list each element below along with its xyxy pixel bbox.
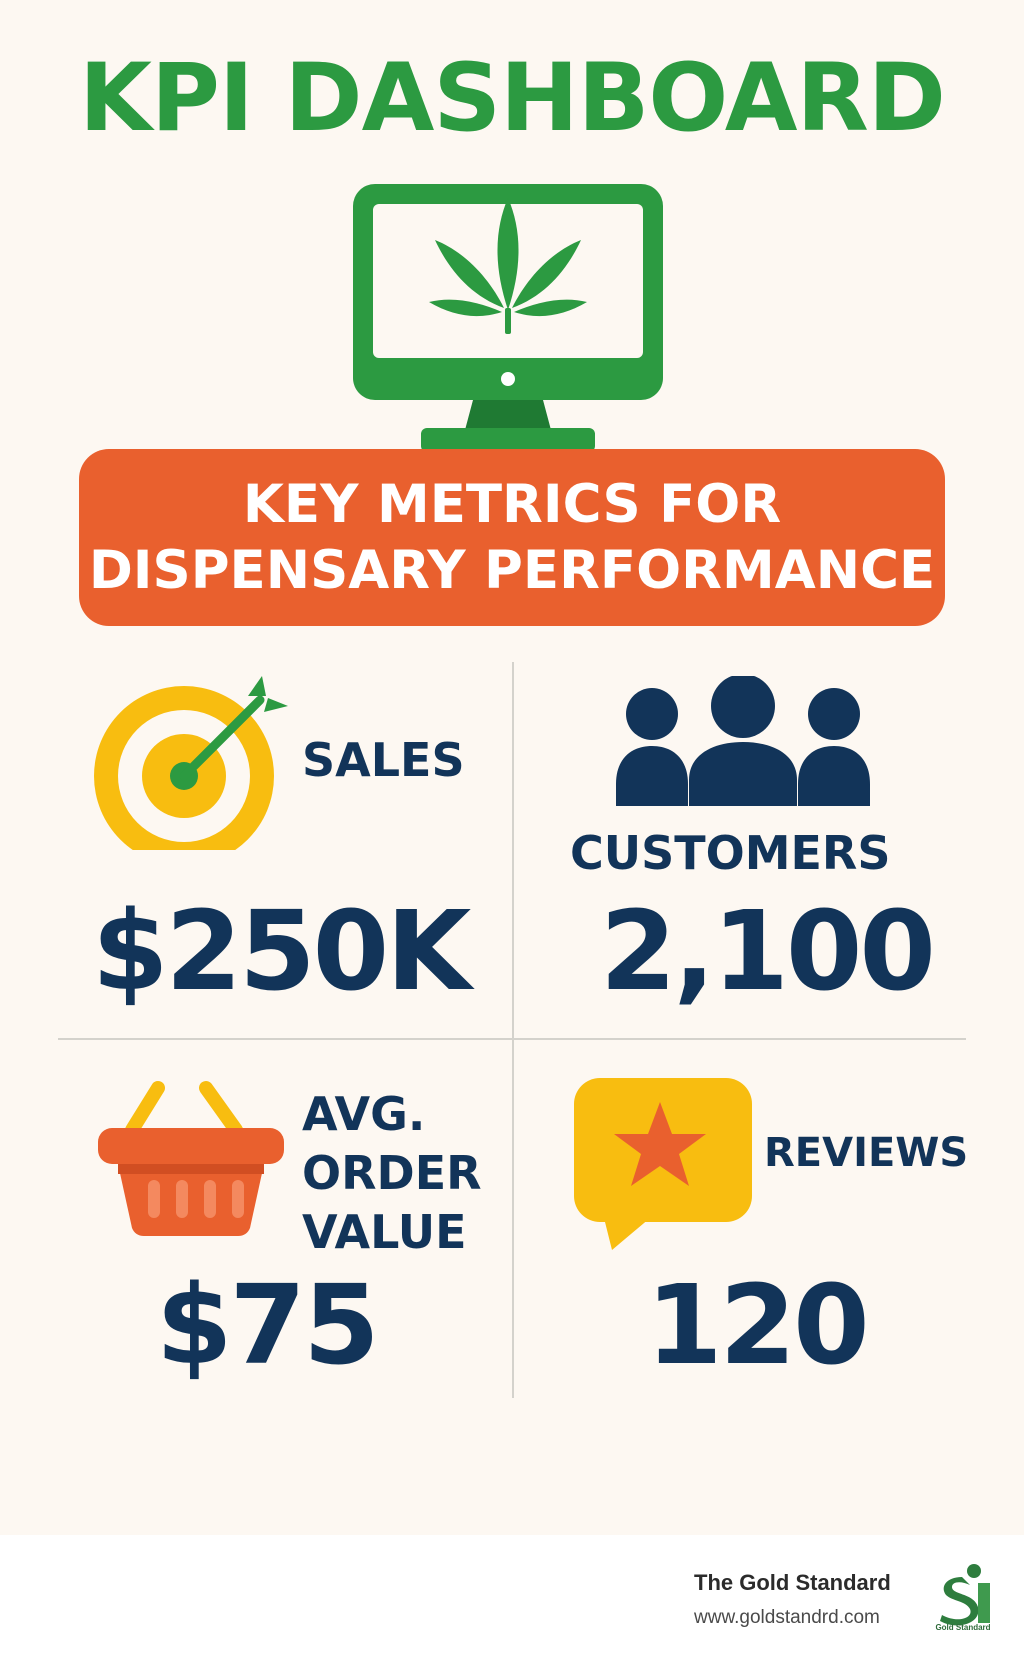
banner-line-1: KEY METRICS FOR bbox=[242, 473, 782, 535]
footer bbox=[0, 1535, 1024, 1666]
aov-label-line-3: VALUE bbox=[302, 1205, 467, 1259]
vertical-divider bbox=[512, 662, 514, 1398]
star-chat-icon bbox=[574, 1078, 752, 1250]
page-title: KPI DASHBOARD bbox=[79, 44, 946, 153]
brand-logo-icon bbox=[940, 1564, 990, 1626]
logo-caption: Gold Standard bbox=[935, 1623, 991, 1632]
target-arrow-icon bbox=[94, 676, 288, 850]
reviews-value: 120 bbox=[646, 1261, 870, 1389]
customers-value: 2,100 bbox=[600, 887, 936, 1015]
customers-label: CUSTOMERS bbox=[570, 826, 891, 880]
aov-label-line-1: AVG. bbox=[302, 1087, 426, 1141]
shopping-basket-icon bbox=[98, 1081, 284, 1236]
sales-label: SALES bbox=[302, 733, 465, 787]
monitor-cannabis-icon bbox=[353, 184, 663, 452]
banner-line-2: DISPENSARY PERFORMANCE bbox=[88, 539, 936, 601]
footer-url[interactable]: www.goldstandrd.com bbox=[694, 1607, 880, 1628]
infographic: KPI DASHBOARD KEY METRICS FOR DISPENSARY… bbox=[58, 44, 969, 1398]
subtitle-banner: KEY METRICS FOR DISPENSARY PERFORMANCE bbox=[79, 449, 945, 626]
users-group-icon bbox=[616, 676, 870, 806]
sales-value: $250K bbox=[92, 887, 471, 1015]
aov-value: $75 bbox=[156, 1261, 380, 1389]
horizontal-divider bbox=[58, 1038, 966, 1040]
footer-brand: The Gold Standard bbox=[694, 1570, 891, 1595]
aov-label: AVG. ORDER VALUE bbox=[302, 1085, 482, 1262]
aov-label-line-2: ORDER bbox=[302, 1146, 482, 1200]
reviews-label: REVIEWS bbox=[764, 1130, 969, 1176]
